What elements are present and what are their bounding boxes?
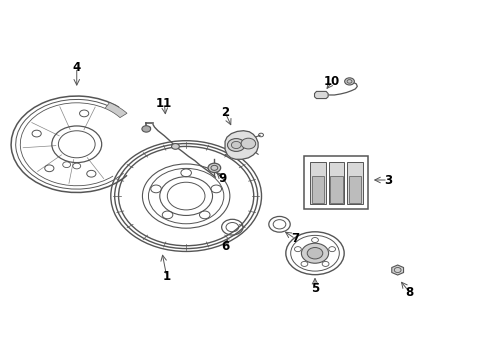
Bar: [311, 176, 324, 203]
Text: 2: 2: [221, 105, 229, 119]
Circle shape: [301, 243, 328, 263]
Polygon shape: [105, 103, 127, 118]
Circle shape: [171, 144, 179, 149]
Bar: [328, 162, 344, 204]
Bar: [348, 176, 361, 203]
Polygon shape: [314, 91, 327, 99]
Polygon shape: [391, 265, 403, 275]
Text: 7: 7: [291, 233, 299, 246]
Text: 11: 11: [156, 97, 172, 110]
Text: 9: 9: [218, 172, 226, 185]
Circle shape: [227, 139, 244, 152]
Polygon shape: [224, 131, 258, 159]
Bar: [346, 162, 362, 204]
Bar: [309, 162, 325, 204]
Text: 5: 5: [310, 283, 319, 296]
Text: 8: 8: [405, 286, 413, 299]
Text: 10: 10: [323, 75, 340, 88]
Text: 3: 3: [383, 174, 391, 186]
Text: 4: 4: [73, 61, 81, 74]
Bar: [329, 176, 342, 203]
Circle shape: [142, 126, 150, 132]
Circle shape: [344, 78, 354, 85]
Circle shape: [231, 141, 241, 149]
Circle shape: [241, 138, 255, 149]
Text: 6: 6: [221, 240, 229, 253]
Circle shape: [207, 163, 220, 172]
Bar: [303, 157, 368, 209]
Text: 1: 1: [163, 270, 170, 283]
Circle shape: [306, 248, 322, 259]
